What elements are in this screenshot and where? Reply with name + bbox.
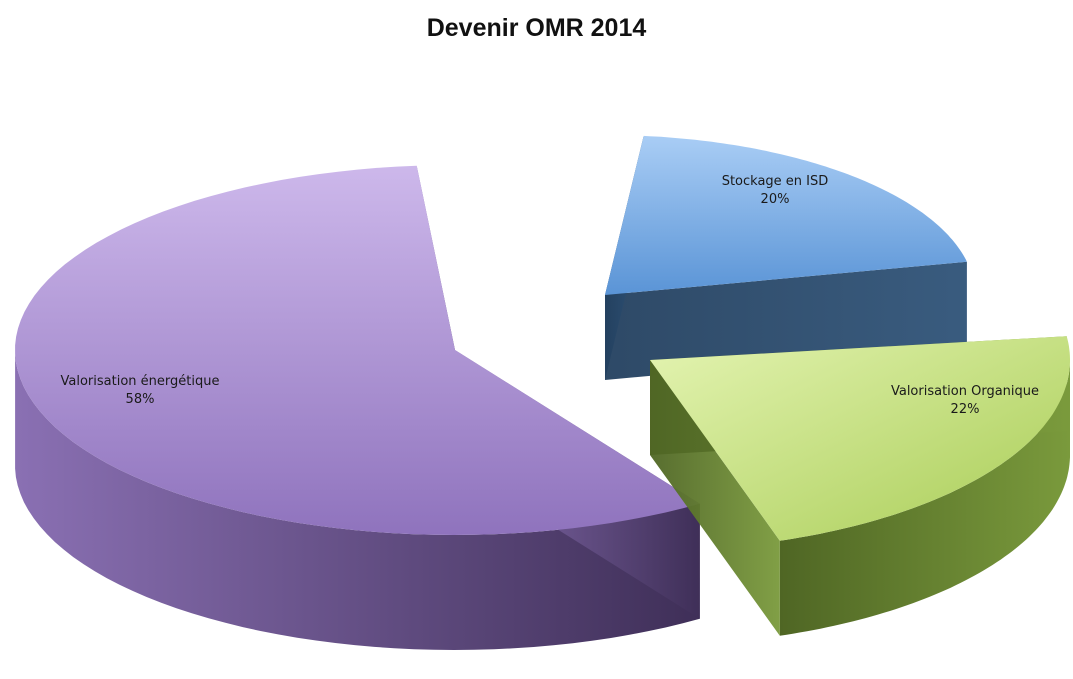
slices-layer [15,135,1070,650]
slice-value-label: 58% [126,392,155,407]
slice-name-label: Valorisation Organique [891,384,1039,399]
pie-slice-top-3 [650,336,1070,541]
chart-title: Devenir OMR 2014 [426,14,647,42]
pie-slice-top-2 [605,135,967,295]
pie-slice-side-1 [15,353,700,650]
pie-slice-1 [15,165,700,650]
slice-value-label: 22% [951,402,980,417]
slice-name-label: Stockage en ISD [722,174,829,189]
pie-slice-3 [650,336,1070,636]
pie-slice-2 [605,135,967,380]
slice-value-label: 20% [761,192,790,207]
labels-layer: Stockage en ISD 20% Valorisation énergétiq… [61,174,1040,417]
slice-name-label: Valorisation énergétique [61,374,220,389]
pie-slice-top-1 [15,165,700,535]
pie-slice-side-3 [779,362,1070,636]
